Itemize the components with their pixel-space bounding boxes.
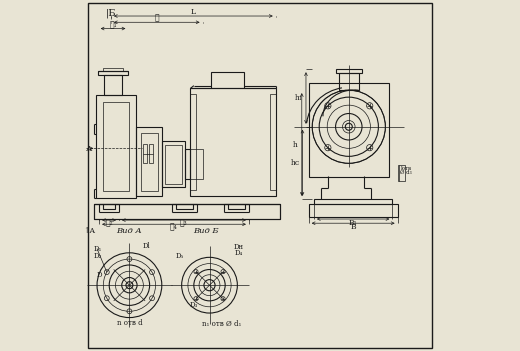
Bar [190,88,276,197]
Bar [228,204,245,209]
Bar [136,127,162,197]
Bar [149,144,153,163]
Text: D₃: D₃ [190,301,198,309]
Text: hc: hc [291,159,300,167]
Bar [165,145,182,184]
Text: n₁ отв Ø d₁: n₁ отв Ø d₁ [202,319,241,327]
Text: D₅: D₅ [176,252,184,260]
Bar [102,204,115,209]
Bar [270,94,276,190]
Text: ℓ: ℓ [154,14,159,22]
Bar [96,95,136,198]
Text: Вид Б: Вид Б [193,227,219,235]
Bar [102,68,123,71]
Text: h₁: h₁ [295,94,303,102]
Text: lотв: lотв [401,166,412,171]
Bar [335,69,362,73]
Text: L: L [191,8,196,16]
Text: ℓ₁: ℓ₁ [109,21,117,29]
Text: D₁: D₁ [94,245,102,253]
Bar [185,150,190,179]
Bar [314,199,392,204]
Text: Dн: Dн [233,243,243,251]
Bar [309,204,398,217]
Bar [190,94,196,190]
Text: ℓ₂: ℓ₂ [105,220,113,227]
Text: Dl: Dl [143,242,151,250]
Bar [104,75,122,95]
Bar [398,165,405,181]
Text: B₁: B₁ [349,219,357,226]
Bar [94,204,280,219]
Text: ℓ₄: ℓ₄ [170,224,178,232]
Bar [98,71,128,75]
Bar [309,83,389,177]
Text: D₄: D₄ [235,249,242,257]
Bar [185,150,203,179]
Bar [141,133,158,191]
Text: B: B [350,223,356,231]
Bar [162,141,185,187]
Text: Ø d₃: Ø d₃ [400,170,412,175]
Text: n отв d: n отв d [116,319,142,327]
Text: h: h [293,140,298,148]
Text: |Б: |Б [106,9,116,18]
Bar [142,144,147,163]
Bar [176,204,193,209]
Bar [339,73,359,90]
Bar [94,204,280,219]
Bar [211,72,244,88]
Text: Вид А: Вид А [116,227,142,235]
Text: А: А [86,145,93,153]
Text: ↑А: ↑А [83,227,96,235]
Text: D₂: D₂ [94,252,102,260]
Text: D: D [96,271,102,279]
Text: ℓ₃: ℓ₃ [180,220,188,227]
Bar [103,102,129,191]
